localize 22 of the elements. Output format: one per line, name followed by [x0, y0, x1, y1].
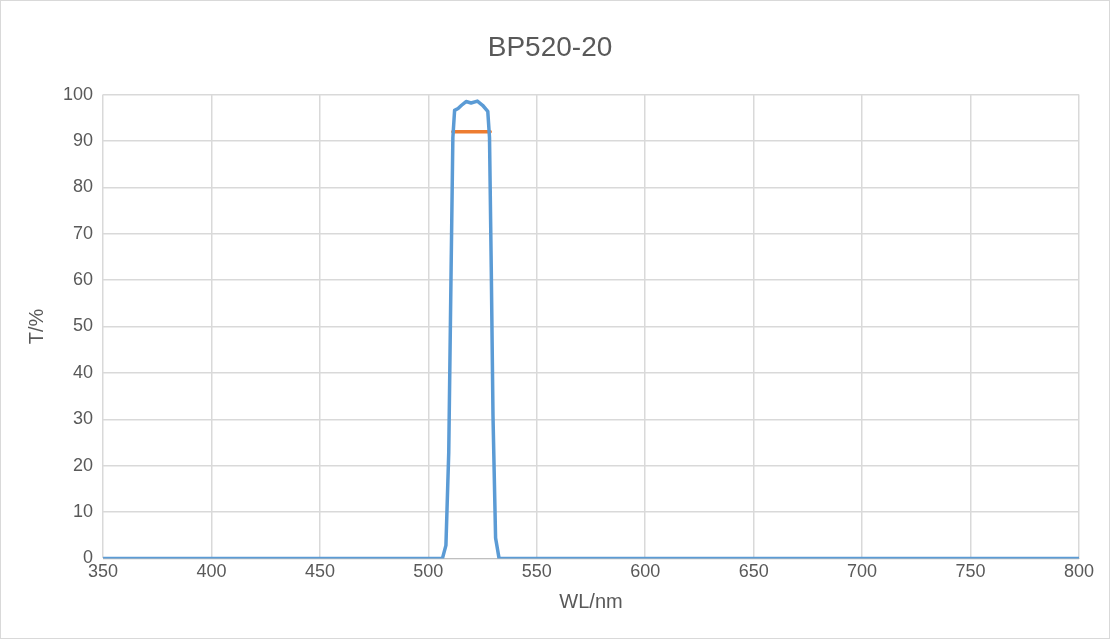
- y-tick-label: 40: [73, 361, 94, 382]
- x-tick-label: 650: [738, 561, 769, 582]
- y-axis-title: T/%: [24, 308, 47, 345]
- y-tick-label: 80: [73, 176, 94, 197]
- x-tick-label: 700: [847, 561, 878, 582]
- y-tick-label: 100: [62, 83, 94, 104]
- x-tick-label: 500: [413, 561, 444, 582]
- y-tick-label: 90: [73, 129, 94, 150]
- x-tick-label: 600: [630, 561, 661, 582]
- x-tick-label: 550: [521, 561, 552, 582]
- x-tick-label: 450: [304, 561, 335, 582]
- chart-title: BP520-20: [487, 30, 613, 62]
- y-tick-label: 30: [73, 408, 94, 429]
- y-tick-label: 50: [73, 315, 94, 336]
- x-axis-title: WL/nm: [559, 589, 623, 612]
- y-tick-label: 70: [73, 222, 94, 243]
- y-tick-label: 60: [73, 269, 94, 290]
- x-tick-label: 400: [196, 561, 227, 582]
- y-tick-label: 20: [73, 454, 94, 475]
- y-tick-label: 10: [73, 500, 94, 521]
- x-tick-label: 800: [1063, 561, 1095, 582]
- x-tick-label: 750: [955, 561, 986, 582]
